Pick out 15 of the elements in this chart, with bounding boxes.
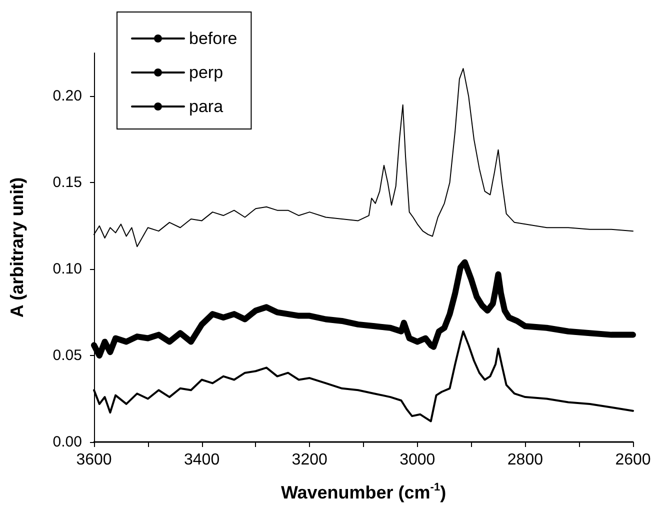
legend-label: before	[189, 29, 238, 48]
x-tick-label: 3000	[400, 452, 436, 468]
y-tick-label: 0.10	[52, 260, 82, 278]
legend-label: para	[189, 97, 224, 116]
y-tick-label: 0.15	[52, 174, 82, 192]
x-tick-label: 3400	[184, 452, 220, 468]
x-tick-label: 3600	[76, 452, 112, 468]
x-tick-label: 2600	[615, 452, 651, 468]
x-tick-label: 2800	[507, 452, 544, 468]
y-tick-label: 0.20	[52, 88, 82, 105]
y-tick-label: 0.00	[52, 434, 82, 450]
y-tick-label: 0.05	[52, 347, 82, 364]
legend-label: perp	[189, 63, 224, 82]
x-tick-label: 3200	[292, 452, 328, 468]
y-axis-title: A (arbitrary unit)	[7, 177, 27, 318]
